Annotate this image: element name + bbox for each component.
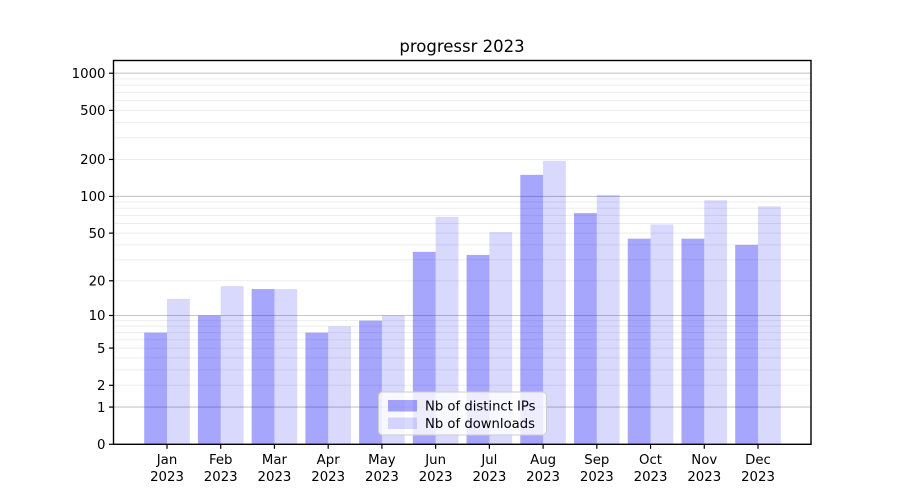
bar-downloads-aug <box>543 160 566 445</box>
x-tick-label-year: 2023 <box>526 470 560 485</box>
x-tick-label-year: 2023 <box>580 470 614 485</box>
x-tick-label-month: Aug <box>530 453 556 468</box>
y-tick-label: 0 <box>97 438 105 453</box>
y-tick-label: 2 <box>97 379 105 394</box>
x-tick-label-month: Jun <box>424 453 446 468</box>
legend-swatch-downloads <box>388 417 417 429</box>
x-tick-label-year: 2023 <box>204 470 238 485</box>
x-tick-label-month: May <box>368 453 396 468</box>
legend-label-distinct-ips: Nb of distinct IPs <box>425 400 536 415</box>
x-tick-label-month: Nov <box>691 453 717 468</box>
bar-downloads-dec <box>757 206 781 445</box>
x-tick-label-month: Oct <box>639 453 662 468</box>
plot-frame <box>112 59 812 445</box>
bar-distinct-ips-feb <box>197 315 221 445</box>
bar-downloads-jun <box>435 216 459 445</box>
chart-title: progressr 2023 <box>399 37 524 56</box>
bar-distinct-ips-jan <box>144 332 167 445</box>
bar-groups <box>144 160 781 445</box>
bar-distinct-ips-may <box>359 320 382 445</box>
x-tick-label-year: 2023 <box>419 470 453 485</box>
y-tick-label: 200 <box>80 153 105 168</box>
y-tick-label: 50 <box>89 227 106 242</box>
y-tick-label: 20 <box>89 274 106 289</box>
bar-distinct-ips-apr <box>305 332 329 445</box>
bar-downloads-jan <box>167 298 190 445</box>
bar-downloads-jul <box>489 232 513 445</box>
x-tick-label-year: 2023 <box>472 470 506 485</box>
x-tick-label-month: Jan <box>156 453 178 468</box>
y-tick-label: 1 <box>97 401 105 416</box>
bar-downloads-nov <box>704 200 728 445</box>
bar-distinct-ips-sep <box>574 213 597 445</box>
bar-downloads-mar <box>274 289 298 445</box>
x-tick-label-month: Apr <box>317 453 341 468</box>
y-tick-label: 10 <box>89 309 106 324</box>
legend-label-downloads: Nb of downloads <box>425 417 535 432</box>
x-tick-label-year: 2023 <box>634 470 668 485</box>
x-tick-label-year: 2023 <box>365 470 399 485</box>
x-tick-label-month: Jul <box>480 453 497 468</box>
y-tick-label: 100 <box>80 190 105 205</box>
bar-distinct-ips-oct <box>627 238 651 445</box>
x-tick-label-month: Feb <box>209 453 233 468</box>
x-tick-label-month: Sep <box>584 453 609 468</box>
y-tick-label: 500 <box>80 104 105 119</box>
y-tick-label: 5 <box>97 342 105 357</box>
legend-frame <box>378 391 547 436</box>
x-tick-label-year: 2023 <box>150 470 184 485</box>
x-tick-label-year: 2023 <box>687 470 721 485</box>
bar-distinct-ips-aug <box>520 174 544 445</box>
bar-downloads-feb <box>220 286 244 445</box>
bar-distinct-ips-dec <box>735 244 758 445</box>
x-tick-label-year: 2023 <box>258 470 292 485</box>
y-tick-label: 1000 <box>72 67 106 82</box>
legend-swatch-distinct-ips <box>388 400 417 412</box>
bar-downloads-sep <box>596 194 620 445</box>
x-tick-label-year: 2023 <box>741 470 775 485</box>
bar-distinct-ips-nov <box>681 238 705 445</box>
axes: 0 1 2 5 10 20 50 100 200 500 1000 Jan 2023 Feb 2023 Mar… <box>72 59 812 485</box>
x-tick-label-year: 2023 <box>311 470 345 485</box>
bar-downloads-oct <box>650 224 674 445</box>
legend: Nb of distinct IPs Nb of downloads <box>378 391 547 436</box>
x-tick-label-month: Dec <box>745 453 771 468</box>
bar-downloads-apr <box>328 326 351 445</box>
bar-distinct-ips-mar <box>251 289 275 445</box>
x-tick-label-month: Mar <box>262 453 288 468</box>
